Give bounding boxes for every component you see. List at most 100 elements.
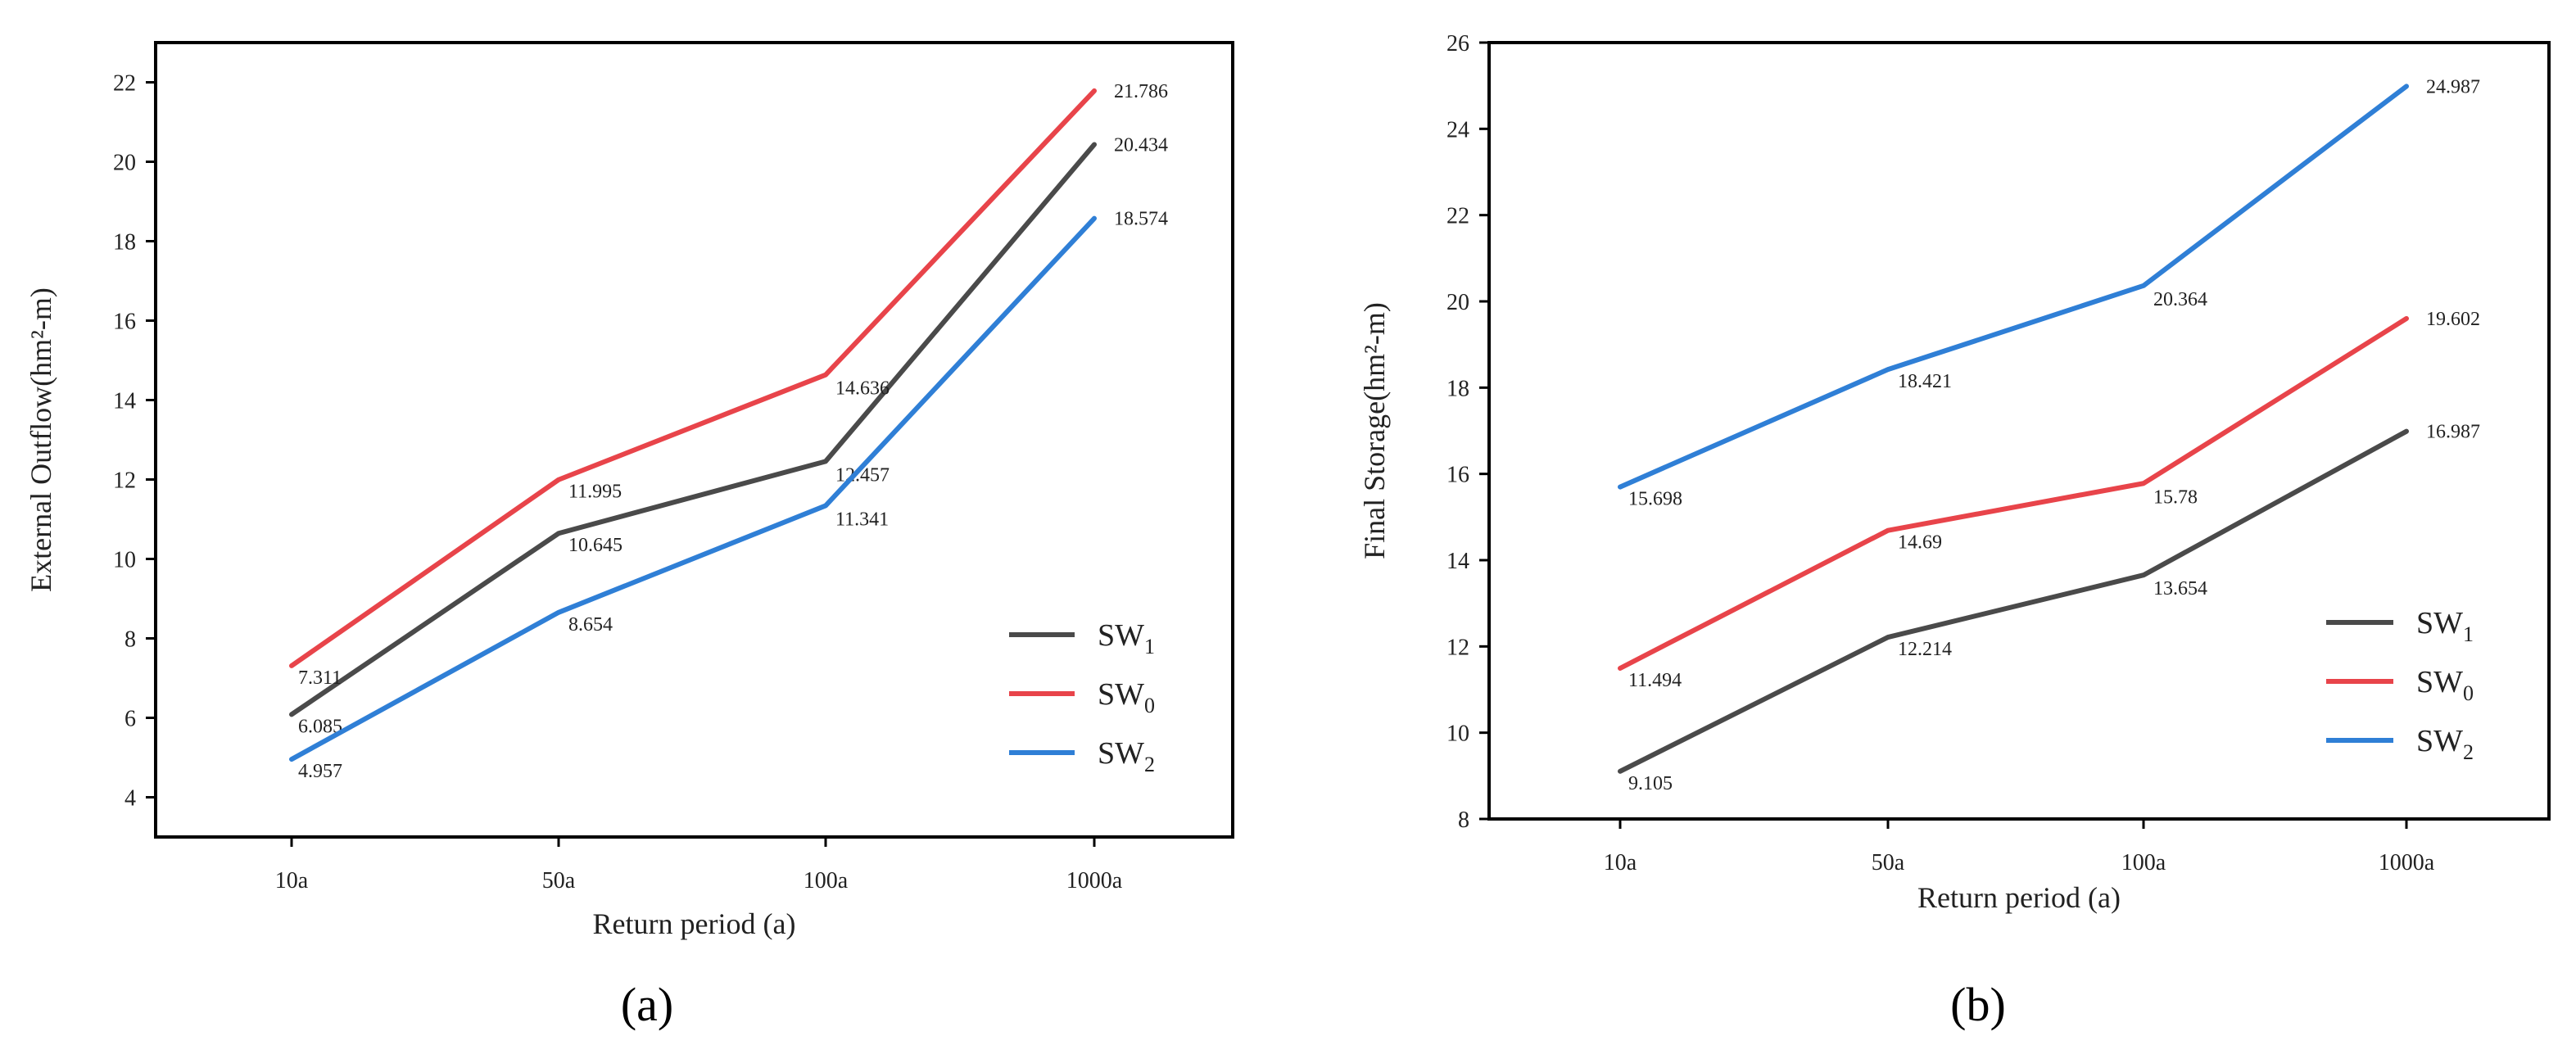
legend-label-subscript: 2 [1144, 753, 1155, 776]
chart-panel-b: 8 10 12 14 16 18 20 22 24 26 10a 50a 100a 1000a Final … [1358, 31, 2551, 1031]
x-tick-label: 1000a [1066, 868, 1123, 893]
data-label: 20.434 [1114, 134, 1168, 156]
y-tick-label: 16 [1446, 463, 1469, 488]
data-point [2141, 572, 2146, 577]
y-tick-label: 18 [1446, 376, 1469, 401]
legend-label: SW0 [2416, 665, 2474, 705]
legend-label: SW2 [2416, 724, 2474, 764]
data-label: 21.786 [1114, 81, 1168, 102]
data-point [2404, 429, 2409, 434]
data-point [823, 373, 828, 378]
data-label: 16.987 [2426, 422, 2480, 443]
y-axis-title: Final Storage(hm²-m) [1358, 302, 1391, 559]
data-label: 14.636 [835, 378, 890, 400]
data-point [2141, 481, 2146, 486]
x-axis-title: Return period (a) [1917, 881, 2121, 914]
data-label: 8.654 [568, 614, 613, 636]
legend-label: SW1 [1098, 618, 1155, 658]
y-tick-label: 4 [124, 786, 136, 812]
x-tick-label: 100a [2121, 850, 2166, 875]
data-point [823, 459, 828, 464]
legend-label-subscript: 2 [2463, 740, 2474, 764]
legend-label-name: SW [2416, 724, 2463, 758]
y-axis-title: External Outflow(hm²-m) [25, 287, 57, 592]
y-tick-label: 20 [113, 151, 136, 176]
data-label: 4.957 [298, 761, 342, 782]
data-point [289, 712, 294, 717]
y-tick-label: 14 [113, 389, 136, 414]
data-label: 10.645 [568, 535, 622, 556]
y-tick-label: 6 [124, 707, 136, 732]
plot-frame [154, 41, 1234, 839]
data-label: 9.105 [1628, 773, 1673, 794]
y-tick-label: 22 [113, 71, 136, 97]
y-tick-label: 10 [1446, 722, 1469, 747]
data-label: 12.214 [1898, 639, 1952, 660]
data-point [1886, 367, 1890, 372]
legend-label-subscript: 0 [1144, 694, 1155, 717]
x-axis-title: Return period (a) [593, 907, 796, 940]
x-tick-label: 50a [1872, 850, 1905, 875]
data-label: 11.494 [1628, 670, 1682, 691]
data-point [289, 663, 294, 668]
data-point [1618, 485, 1623, 490]
data-point [2404, 84, 2409, 88]
data-point [1618, 666, 1623, 671]
data-point [556, 477, 561, 482]
data-point [823, 503, 828, 508]
legend-label: SW0 [1098, 677, 1155, 717]
data-point [1886, 528, 1890, 533]
data-point [556, 531, 561, 536]
data-point [1618, 769, 1623, 774]
y-tick-label: 18 [113, 230, 136, 256]
y-tick-label: 10 [113, 548, 136, 573]
y-tick-label: 14 [1446, 549, 1469, 574]
panel-label: (b) [1950, 978, 2006, 1031]
series-line-sw2 [1618, 84, 2409, 490]
legend-label: SW2 [1098, 736, 1155, 776]
data-point [1092, 216, 1097, 221]
series-line-sw0 [1618, 315, 2409, 671]
data-label: 15.78 [2153, 486, 2198, 508]
data-label: 11.341 [835, 509, 889, 530]
y-tick-label: 12 [1446, 635, 1469, 660]
data-point [2141, 283, 2146, 288]
y-tick-label: 16 [113, 310, 136, 335]
data-label: 13.654 [2153, 578, 2207, 599]
series-line-sw1 [1618, 428, 2409, 774]
data-label: 11.995 [568, 482, 622, 503]
x-tick-label: 10a [1604, 850, 1637, 875]
data-label: 20.364 [2153, 289, 2207, 310]
legend-label-name: SW [2416, 606, 2463, 640]
series-line-sw0 [289, 88, 1097, 668]
y-tick-label: 8 [1458, 808, 1469, 833]
y-tick-label: 8 [124, 627, 136, 653]
y-tick-label: 22 [1446, 204, 1469, 229]
y-tick-label: 26 [1446, 31, 1469, 57]
data-point [289, 757, 294, 762]
legend-label-subscript: 1 [1144, 635, 1155, 658]
legend-label: SW1 [2416, 606, 2474, 646]
data-label: 18.574 [1114, 209, 1168, 230]
data-point [1886, 635, 1890, 640]
series-line-sw2 [289, 215, 1097, 762]
legend-label-name: SW [2416, 665, 2463, 699]
data-label: 24.987 [2426, 76, 2480, 97]
data-point [556, 610, 561, 615]
x-tick-label: 100a [804, 868, 849, 893]
y-tick-label: 24 [1446, 117, 1469, 142]
x-tick-label: 50a [542, 868, 576, 893]
y-tick-label: 12 [113, 468, 136, 494]
legend-label-name: SW [1098, 736, 1144, 771]
x-tick-label: 1000a [2379, 850, 2435, 875]
data-label: 18.421 [1898, 371, 1952, 392]
data-label: 7.311 [298, 667, 342, 689]
series-line-sw1 [289, 142, 1097, 717]
y-tick-label: 20 [1446, 290, 1469, 315]
legend-label-name: SW [1098, 618, 1144, 653]
data-label: 14.69 [1898, 532, 1942, 554]
data-label: 19.602 [2426, 309, 2480, 330]
data-label: 15.698 [1628, 489, 1682, 510]
